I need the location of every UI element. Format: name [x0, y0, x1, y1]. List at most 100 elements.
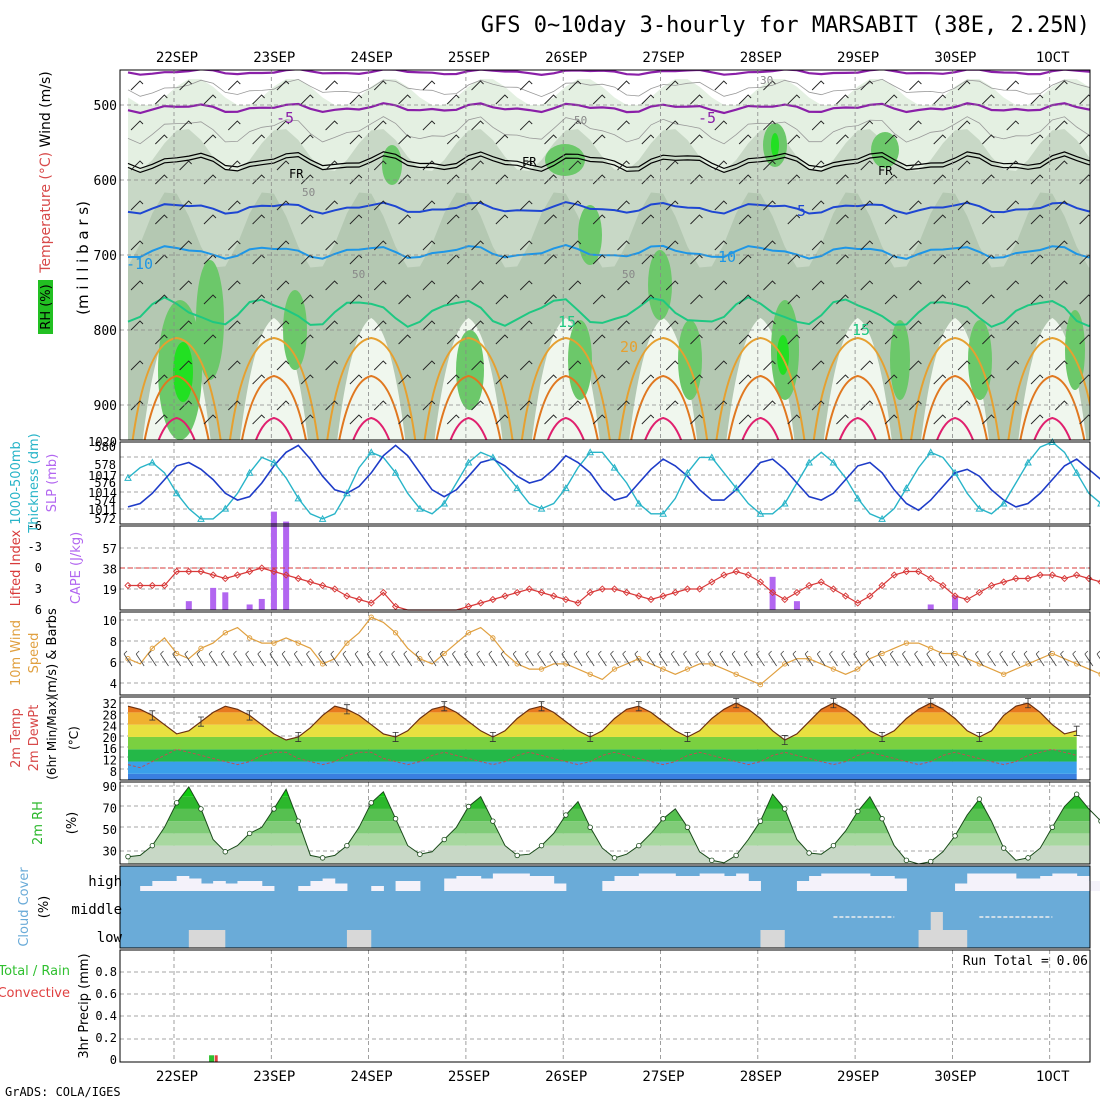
wind-barb — [1055, 280, 1068, 291]
wind-barb — [471, 120, 484, 131]
wind-barb — [422, 80, 436, 91]
wind-barb-10m — [269, 650, 279, 667]
upper-air-ylabels: Temperature (°C) Wind (m/s) RH (%) (m i l … — [38, 71, 92, 334]
thickness-point — [951, 468, 959, 476]
lifted-index-point — [610, 585, 619, 593]
wind-barb-10m — [257, 650, 267, 667]
temperature-range-bar — [733, 698, 740, 709]
thickness-point — [318, 514, 327, 522]
wind-barb — [738, 134, 752, 145]
wind-speed-point — [173, 650, 180, 657]
wind-barb — [787, 214, 801, 225]
wind-barb — [325, 360, 338, 371]
wind-barb — [179, 400, 192, 411]
rh-point — [514, 852, 520, 859]
wind-barb — [738, 294, 752, 305]
day-label-top: 27SEP — [642, 50, 684, 66]
wind-barb — [592, 334, 606, 345]
wind-barb — [446, 294, 460, 305]
wind-barb-10m — [147, 650, 157, 667]
wind-barb — [690, 174, 703, 185]
wind-barb — [276, 360, 290, 371]
cape-bar — [246, 604, 253, 610]
thickness-point — [464, 458, 473, 466]
moist-cell — [678, 320, 702, 400]
cloud-high-gap — [1088, 881, 1100, 891]
wind-barb — [373, 360, 387, 371]
wind-barb — [179, 240, 192, 251]
wind-barb — [495, 134, 509, 145]
wind-barb — [592, 414, 606, 425]
lifted-index-point — [294, 574, 302, 583]
temperature-range-bar — [781, 735, 788, 746]
wind-barb — [957, 160, 971, 171]
rh-tick: 70 — [103, 802, 117, 816]
wind-barb — [909, 240, 922, 251]
wind-speed-point — [660, 666, 666, 672]
lifted-index-point — [1000, 578, 1008, 586]
wind-barb — [227, 200, 241, 211]
temperature-range-bar — [441, 701, 448, 712]
wind-barb — [860, 280, 874, 291]
day-label-bottom: 23SEP — [253, 1069, 295, 1085]
lifted-index-point — [1073, 571, 1081, 579]
precip-tick: 0.6 — [95, 987, 117, 1001]
lifted-index-point — [513, 588, 521, 597]
wind-barb — [495, 254, 509, 265]
wind-barb — [446, 334, 460, 345]
temp-contour-20 — [618, 336, 709, 440]
cloud-high-gap — [444, 878, 457, 891]
wind-barb — [884, 294, 898, 305]
wind-barb — [130, 400, 144, 411]
temperature-range-bar — [246, 710, 253, 721]
temp-ylabel: (6hr Min/Max) — [45, 696, 59, 780]
wind-barb-10m — [452, 650, 461, 667]
wind-barb — [836, 94, 849, 105]
wind-barb — [495, 334, 509, 345]
wind-speed-point — [879, 650, 885, 657]
rh-point — [733, 852, 739, 859]
wind-barb — [617, 200, 630, 211]
wind-barb-10m — [354, 650, 364, 667]
wind-barb — [276, 80, 290, 91]
temp-contour-20 — [326, 336, 417, 440]
wind-barb — [690, 214, 703, 225]
wind-barb — [349, 374, 363, 385]
cloud-high-gap — [541, 876, 555, 891]
lifted-index-point — [683, 585, 692, 593]
wind-barb-10m — [1011, 650, 1021, 667]
cloud-high-gap — [699, 873, 713, 891]
wind-barb — [155, 334, 168, 345]
cloud-high-gap — [492, 873, 506, 891]
wind-barb — [763, 200, 776, 211]
thickness-tick: 580 — [94, 440, 116, 454]
cloud-high-gap — [626, 876, 640, 891]
temp-ylabel: 2m Temp — [9, 708, 24, 768]
wind-label: Wind (m/s) — [38, 71, 54, 147]
wind-barb — [155, 174, 168, 185]
wind-barb — [203, 214, 217, 225]
wind-barb — [617, 120, 630, 131]
precip-total-label: Total / Rain — [0, 964, 70, 979]
wind-barb — [300, 334, 314, 345]
wind-barb-10m — [829, 650, 838, 667]
thickness-tick: 576 — [94, 476, 116, 490]
day-label-top: 22SEP — [156, 50, 198, 66]
wind-barb — [860, 80, 874, 91]
wind-barb — [252, 294, 265, 305]
contour-label-rh50: 50 — [574, 114, 587, 127]
wind-barb — [252, 174, 265, 185]
wind-barb-10m — [379, 650, 388, 667]
temperature-band — [128, 761, 1077, 774]
day-label-bottom: 28SEP — [740, 1069, 782, 1085]
moist-cell — [382, 145, 402, 185]
dry-cell — [239, 318, 308, 440]
precip-tick: 0.2 — [95, 1031, 117, 1045]
wind-barb — [179, 320, 192, 331]
thickness-point — [683, 468, 692, 476]
wind-barb — [1006, 320, 1020, 331]
thickness-point — [124, 473, 132, 481]
lifted-index-point — [781, 595, 789, 604]
wind-barb — [982, 214, 995, 225]
dry-cell — [726, 318, 795, 440]
